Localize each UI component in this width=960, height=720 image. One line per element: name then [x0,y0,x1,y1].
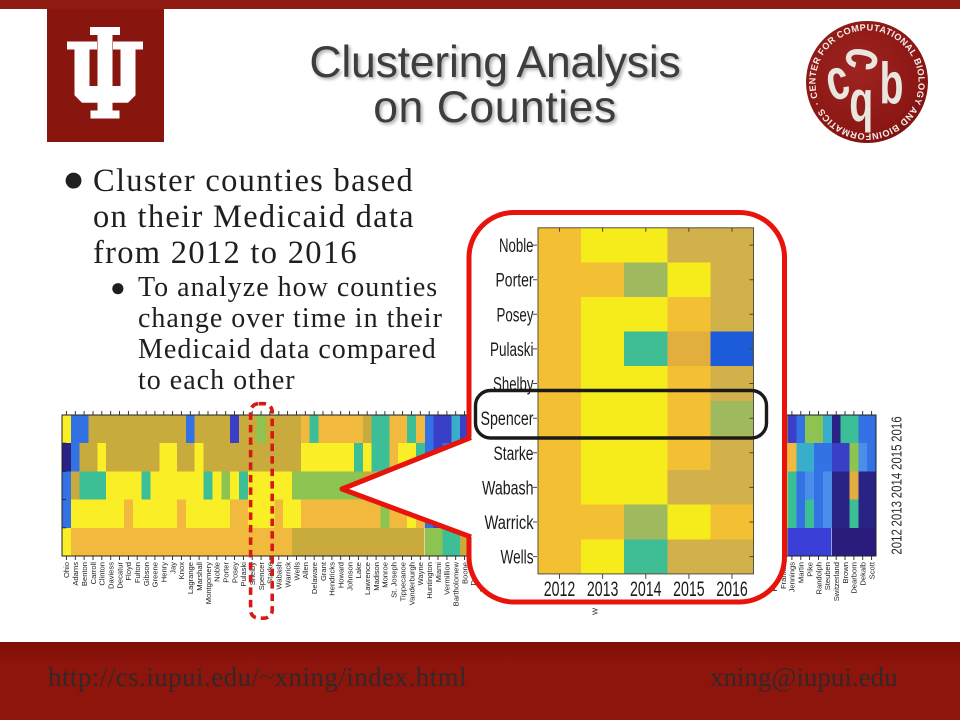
svg-text:Vermillion: Vermillion [443,562,452,595]
svg-text:Benton: Benton [80,562,89,586]
svg-text:Greene: Greene [151,562,160,587]
svg-text:Warrick: Warrick [485,513,534,534]
svg-text:Spencer: Spencer [257,562,266,591]
svg-text:Miami: Miami [434,562,443,583]
svg-text:Floyd: Floyd [124,562,133,581]
svg-text:Jay: Jay [168,562,177,574]
svg-text:Clinton: Clinton [98,562,107,586]
svg-text:2015: 2015 [673,578,705,601]
svg-text:Johnson: Johnson [345,562,354,591]
svg-text:Ohio: Ohio [62,562,71,578]
svg-text:Knox: Knox [177,562,186,580]
svg-text:Dearborn: Dearborn [850,562,859,594]
svg-text:W: W [591,607,600,615]
svg-text:Porter: Porter [222,562,231,583]
svg-text:Steuben: Steuben [823,562,832,590]
svg-text:Adams: Adams [71,562,80,586]
svg-text:2016: 2016 [716,578,748,601]
svg-text:Monroe: Monroe [381,562,390,588]
svg-text:Brown: Brown [841,562,850,584]
svg-text:2014: 2014 [630,578,662,601]
svg-text:Bartholomew: Bartholomew [452,561,461,606]
svg-text:Delaware: Delaware [310,562,319,594]
svg-text:2015: 2015 [890,445,906,471]
svg-text:Starke: Starke [494,444,534,465]
svg-text:Noble: Noble [499,236,534,257]
svg-text:Howard: Howard [337,562,346,588]
svg-text:Lawrence: Lawrence [363,562,372,595]
svg-text:Pulaski: Pulaski [239,562,248,587]
svg-text:2012: 2012 [544,578,576,601]
svg-text:Scott: Scott [867,561,876,579]
svg-text:Dekalb: Dekalb [859,562,868,586]
svg-text:Decatur: Decatur [115,562,124,589]
svg-text:Henry: Henry [160,562,169,582]
svg-text:Hendricks: Hendricks [328,562,337,596]
svg-text:Lagrange: Lagrange [186,562,195,594]
svg-text:Wayne: Wayne [416,562,425,585]
svg-text:Madison: Madison [372,562,381,591]
svg-text:Jennings: Jennings [788,562,797,593]
svg-text:Boone: Boone [460,562,469,584]
svg-text:Huntington: Huntington [425,562,434,599]
svg-text:Grant: Grant [319,561,328,581]
svg-text:Warrick: Warrick [283,562,292,588]
svg-text:Wabash: Wabash [482,478,534,499]
svg-text:Fulton: Fulton [133,562,142,583]
svg-text:Pulaski: Pulaski [490,340,534,361]
svg-text:Martin: Martin [797,562,806,583]
svg-text:Noble: Noble [213,562,222,582]
svg-text:2016: 2016 [890,416,906,442]
svg-text:Marshall: Marshall [195,562,204,591]
svg-text:Pike: Pike [805,562,814,577]
svg-text:Shelby: Shelby [248,562,257,585]
svg-text:Switzerland: Switzerland [832,562,841,601]
svg-text:Tippecanoe: Tippecanoe [398,562,407,601]
svg-text:Montgomery: Montgomery [204,562,213,604]
svg-text:Allen: Allen [301,562,310,579]
svg-text:Shelby: Shelby [493,375,534,396]
svg-text:2013: 2013 [890,501,906,527]
svg-text:St. Joseph: St. Joseph [390,562,399,598]
svg-text:Gibson: Gibson [142,562,151,586]
svg-text:Posey: Posey [497,305,534,326]
svg-text:Starke: Starke [266,562,275,584]
svg-text:Porter: Porter [496,271,534,292]
svg-text:Wabash: Wabash [275,562,284,590]
svg-text:Wells: Wells [292,562,301,581]
svg-text:Lake: Lake [354,562,363,578]
svg-text:b: b [849,77,873,142]
svg-text:b: b [880,52,904,117]
svg-text:Randolph: Randolph [814,562,823,595]
svg-text:2014: 2014 [890,473,906,499]
svg-text:Spencer: Spencer [481,409,534,430]
svg-text:Vanderburgh: Vanderburgh [407,562,416,605]
svg-text:Carroll: Carroll [89,562,98,585]
svg-text:2013: 2013 [587,578,619,601]
svg-text:Daviess: Daviess [107,562,116,589]
svg-text:Wells: Wells [501,548,534,569]
svg-text:2012: 2012 [890,529,906,555]
svg-text:Posey: Posey [230,562,239,583]
